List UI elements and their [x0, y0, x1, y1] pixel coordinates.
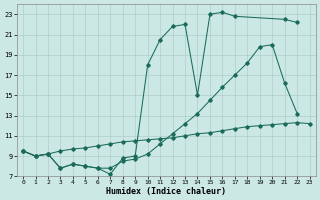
X-axis label: Humidex (Indice chaleur): Humidex (Indice chaleur) — [106, 187, 226, 196]
